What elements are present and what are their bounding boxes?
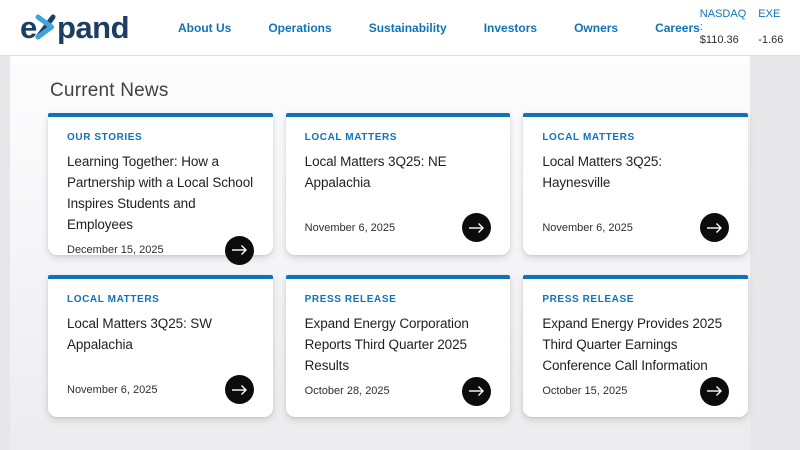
- expand-logo-icon: e pand: [20, 12, 130, 44]
- nav-item-operations[interactable]: Operations: [268, 20, 332, 35]
- ticker-price: $110.36: [699, 34, 739, 47]
- card-date: December 15, 2025: [67, 244, 164, 257]
- ticker-symbol: EXE: [758, 8, 781, 21]
- news-card[interactable]: LOCAL MATTERS Local Matters 3Q25: Haynes…: [523, 113, 748, 255]
- card-arrow-button[interactable]: [224, 235, 254, 265]
- news-card[interactable]: LOCAL MATTERS Local Matters 3Q25: SW App…: [48, 275, 273, 417]
- news-card[interactable]: PRESS RELEASE Expand Energy Provides 202…: [523, 275, 748, 417]
- card-title: Learning Together: How a Partnership wit…: [67, 154, 254, 232]
- news-card[interactable]: OUR STORIES Learning Together: How a Par…: [48, 113, 273, 265]
- nav-item-sustainability[interactable]: Sustainability: [368, 20, 447, 35]
- card-category-label: OUR STORIES: [67, 132, 143, 143]
- card-date: November 6, 2025: [304, 221, 396, 234]
- card-title: Local Matters 3Q25: SW Appalachia: [67, 316, 212, 352]
- ticker-exchange: NASDAQ :: [699, 8, 747, 33]
- card-date: November 6, 2025: [542, 221, 633, 234]
- card-arrow-button[interactable]: [224, 375, 254, 404]
- nav-item-about-us[interactable]: About Us: [178, 20, 232, 35]
- expand-logo[interactable]: e pand: [20, 12, 136, 44]
- arrow-right-icon: [707, 222, 722, 233]
- main-content: Current News OUR STORIES Learning Togeth…: [10, 56, 750, 450]
- card-category-label: LOCAL MATTERS: [542, 132, 635, 143]
- card-footer: December 15, 2025: [67, 235, 254, 265]
- stock-ticker[interactable]: NASDAQ : EXE $110.36 -1.66: [700, 8, 784, 47]
- arrow-right-icon: [707, 386, 722, 397]
- svg-text:pand: pand: [57, 12, 129, 44]
- card-arrow-button[interactable]: [700, 213, 729, 242]
- page-title: Current News: [50, 80, 169, 101]
- card-date: November 6, 2025: [67, 383, 158, 396]
- arrow-right-icon: [231, 384, 247, 395]
- svg-text:e: e: [20, 12, 37, 44]
- card-footer: November 6, 2025: [305, 213, 492, 242]
- card-title: Local Matters 3Q25: NE Appalachia: [304, 154, 447, 190]
- site-header: e pand About Us Operations Sustainabilit…: [0, 0, 800, 56]
- card-title: Expand Energy Provides 2025 Third Quarte…: [542, 316, 722, 373]
- nav-item-owners[interactable]: Owners: [574, 20, 619, 35]
- news-cards-grid: OUR STORIES Learning Together: How a Par…: [48, 113, 748, 417]
- card-footer: November 6, 2025: [67, 375, 254, 404]
- nav-item-investors[interactable]: Investors: [483, 20, 538, 35]
- card-arrow-button[interactable]: [462, 376, 492, 406]
- card-footer: October 28, 2025: [304, 376, 492, 406]
- ticker-change: -1.66: [758, 34, 784, 47]
- card-category-label: PRESS RELEASE: [304, 294, 397, 305]
- arrow-right-icon: [469, 222, 485, 233]
- news-card[interactable]: LOCAL MATTERS Local Matters 3Q25: NE App…: [285, 113, 511, 255]
- card-arrow-button[interactable]: [700, 376, 729, 406]
- card-arrow-button[interactable]: [462, 213, 492, 242]
- card-category-label: PRESS RELEASE: [542, 294, 635, 305]
- main-nav: About Us Operations Sustainability Inves…: [178, 21, 700, 35]
- card-title: Local Matters 3Q25: Haynesville: [542, 154, 662, 190]
- card-date: October 28, 2025: [304, 385, 390, 398]
- card-category-label: LOCAL MATTERS: [67, 294, 160, 305]
- card-footer: November 6, 2025: [542, 213, 729, 242]
- nav-item-careers[interactable]: Careers: [655, 20, 700, 35]
- arrow-right-icon: [469, 386, 485, 397]
- card-footer: October 15, 2025: [542, 376, 729, 406]
- card-title: Expand Energy Corporation Reports Third …: [304, 316, 469, 373]
- card-date: October 15, 2025: [542, 385, 628, 398]
- card-category-label: LOCAL MATTERS: [304, 132, 398, 143]
- news-card[interactable]: PRESS RELEASE Expand Energy Corporation …: [285, 275, 511, 417]
- arrow-right-icon: [231, 245, 247, 256]
